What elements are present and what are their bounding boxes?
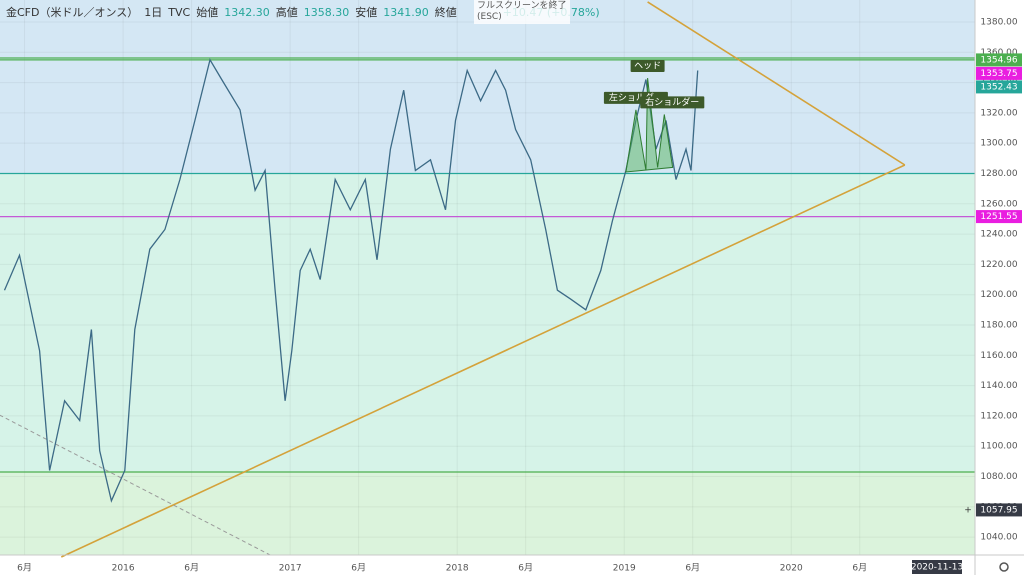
x-tick-label: 2016 [112,564,135,574]
y-tick-label: 1260.00 [980,199,1017,209]
y-tick-label: 1080.00 [980,472,1017,482]
ohlc-label: 始値 [196,6,219,19]
price-label: 1354.96 [980,55,1017,65]
y-tick-label: 1140.00 [980,381,1017,391]
price-label-bg [976,66,1022,80]
y-tick-label: 1220.00 [980,260,1017,270]
y-tick-label: 1280.00 [980,169,1017,179]
settings-icon[interactable] [999,562,1009,572]
source[interactable]: TVC [168,5,191,19]
price-label: 1251.55 [980,212,1017,222]
x-tick-label: 2020 [780,564,803,574]
y-tick-label: 1100.00 [980,442,1017,452]
y-tick-label: 1160.00 [980,351,1017,361]
x-tick-label: 2018 [446,564,469,574]
trend-line [0,414,271,556]
price-label-bg [976,210,1022,224]
ohlc-label: 高値 [275,6,298,19]
interval: 1日 [144,6,163,19]
x-tick-label: 6月 [351,563,366,574]
ohlc-label: 安値 [355,6,378,19]
y-tick-label: 1180.00 [980,321,1017,331]
x-tick-label: 6月 [852,563,867,574]
x-tick-label: 6月 [184,563,199,574]
trend-line [647,1,906,166]
title: 金CFD（米ドル／オンス） [6,6,139,19]
price-label: 1353.75 [980,69,1017,79]
x-tick-label: 6月 [685,563,700,574]
y-tick-label: 1240.00 [980,230,1017,240]
price-line [3,58,699,503]
y-tick-label: 1360.00 [980,48,1017,58]
tooltip: フルスクリーンを終了 (ESC) [474,0,570,24]
pattern-label: ヘッド [634,62,661,72]
crosshair-cross: + [964,505,972,515]
x-tick-label: 2019 [613,564,636,574]
x-tick-label: 6月 [518,563,533,574]
tooltip-text: フルスクリーンを終了 [477,1,567,11]
crosshair-date-bg [912,560,962,574]
y-tick-label: 1040.00 [980,533,1017,543]
price-label-bg [976,53,1022,67]
price-label-bg [976,503,1022,517]
ohlc-label: 終値 [434,6,457,19]
y-tick-label: 1200.00 [980,290,1017,300]
y-tick-label: 1320.00 [980,108,1017,118]
pattern-shape [625,77,674,173]
x-tick-label: 6月 [17,563,32,574]
x-tick-label: 2017 [279,564,302,574]
y-tick-label: 1300.00 [980,139,1017,149]
ohlc-value: 1342.30 [224,5,270,19]
price-label: 1352.43 [980,82,1017,92]
ohlc-value: 1341.90 [383,5,429,19]
zone [0,471,975,555]
pattern-label-bg [640,96,705,109]
tooltip-key: (ESC) [477,12,502,22]
pattern-label: 右ショルダー [645,96,699,108]
y-tick-label: 1380.00 [980,17,1017,27]
price-label: 1057.95 [980,505,1017,515]
ohlc-value: 1358.30 [303,5,350,19]
price-label-bg [976,80,1022,94]
y-tick-label: 1120.00 [980,411,1017,421]
zone [0,173,975,472]
pattern-label-bg [630,60,665,73]
crosshair-date: 2020-11-13 [911,563,963,573]
trend-line [60,164,906,558]
